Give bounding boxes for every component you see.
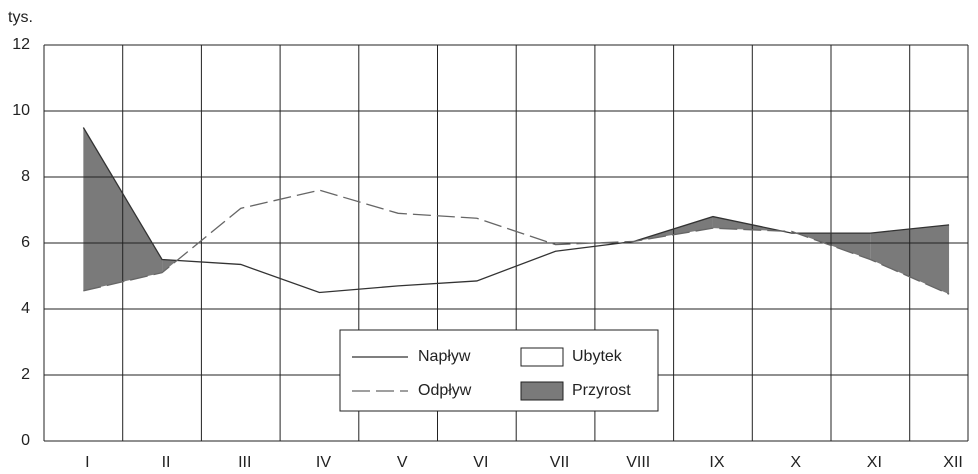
y-tick-label: 0 [21, 432, 30, 449]
y-tick-label: 6 [21, 234, 30, 251]
series-line [82, 127, 950, 294]
x-tick-label: VI [473, 454, 488, 471]
x-tick-label: IX [709, 454, 724, 471]
x-tick-label: VII [550, 454, 570, 471]
x-tick-label: X [790, 454, 801, 471]
legend-box [339, 329, 659, 412]
y-tick-label: 10 [12, 102, 30, 119]
legend-swatch [520, 381, 564, 401]
legend-label: Ubytek [572, 348, 623, 365]
y-tick-label: 4 [21, 300, 30, 317]
y-tick-label: 8 [21, 168, 30, 185]
x-tick-label: V [397, 454, 408, 471]
y-axis-label: tys. [8, 9, 33, 26]
legend-label: Przyrost [572, 382, 631, 399]
series-line [83, 189, 950, 295]
x-tick-label: III [238, 454, 251, 471]
area-fill [177, 208, 241, 265]
x-tick-label: VIII [626, 454, 650, 471]
x-tick-label: XII [943, 454, 963, 471]
legend-swatch [520, 347, 564, 367]
x-tick-label: I [85, 454, 89, 471]
legend-label: Odpływ [418, 382, 472, 399]
x-tick-label: II [162, 454, 171, 471]
legend-label: Napływ [418, 348, 471, 365]
y-tick-label: 2 [21, 366, 30, 383]
x-tick-label: XI [867, 454, 882, 471]
x-tick-label: IV [316, 454, 331, 471]
y-tick-label: 12 [12, 36, 30, 53]
